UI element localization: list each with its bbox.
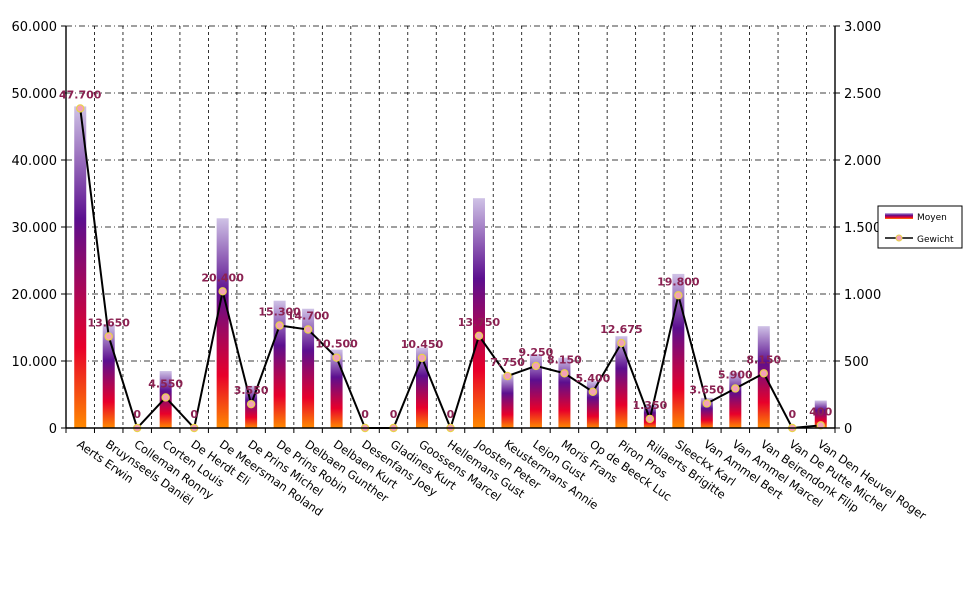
bar-moyen-17 (558, 357, 571, 428)
legend-gewicht-marker (895, 234, 903, 242)
legend-moyen-label: Moyen (917, 213, 947, 223)
right-tick-label-6: 3.000 (844, 20, 881, 35)
right-tick-label-0: 0 (844, 422, 852, 437)
data-label-gewicht-13: 0 (447, 408, 455, 421)
bars (74, 106, 827, 429)
marker-gewicht-3 (161, 393, 170, 402)
legend-gewicht-label: Gewicht (917, 235, 954, 245)
data-label-gewicht-1: 13.650 (87, 316, 130, 329)
marker-gewicht-12 (417, 353, 427, 363)
marker-gewicht-22 (702, 399, 712, 408)
data-label-gewicht-15: 7.750 (490, 356, 525, 369)
left-tick-label-4: 40.000 (12, 154, 58, 169)
data-label-gewicht-14: 13.750 (458, 316, 501, 329)
bar-moyen-14 (472, 198, 485, 428)
data-label-gewicht-11: 0 (390, 408, 398, 421)
legend-moyen-swatch (885, 213, 913, 219)
right-tick-label-2: 1.000 (844, 288, 881, 303)
data-label-gewicht-26: 400 (809, 405, 832, 418)
right-tick-label-5: 2.500 (844, 87, 881, 102)
marker-gewicht-26 (816, 421, 825, 430)
data-label-gewicht-8: 14.700 (287, 310, 330, 323)
left-tick-label-5: 50.000 (12, 87, 58, 102)
left-tick-label-3: 30.000 (12, 221, 58, 236)
data-label-gewicht-4: 0 (190, 408, 198, 421)
marker-gewicht-18 (588, 387, 598, 397)
data-labels: 47.700 13.650 0 4.550 0 20.400 3.550 15.30014.7… (59, 88, 833, 421)
right-axis-ticks: 0 500 1.000 1.500 2.000 2.500 3.000 (835, 20, 881, 437)
bar-moyen-19 (615, 336, 628, 428)
data-label-gewicht-3: 4.550 (148, 377, 183, 390)
data-label-gewicht-2: 0 (133, 408, 141, 421)
marker-gewicht-15 (503, 371, 512, 381)
data-label-gewicht-21: 19.800 (657, 275, 700, 288)
bar-moyen-7 (273, 300, 286, 428)
marker-gewicht-9 (332, 353, 341, 362)
bar-moyen-1 (102, 324, 115, 428)
data-label-gewicht-7: 15.300 (258, 305, 301, 318)
marker-gewicht-17 (560, 369, 569, 378)
bar-moyen-9 (330, 349, 343, 428)
right-tick-label-3: 1.500 (844, 221, 881, 236)
left-tick-label-1: 10.000 (12, 355, 58, 370)
bar-moyen-26 (814, 400, 827, 428)
data-label-gewicht-20: 1.350 (632, 399, 667, 412)
data-label-gewicht-24: 8.150 (746, 353, 781, 366)
data-label-gewicht-17: 8.150 (547, 353, 582, 366)
data-label-gewicht-22: 3.650 (689, 383, 724, 396)
right-tick-label-1: 500 (844, 355, 869, 370)
bar-moyen-16 (529, 354, 542, 428)
marker-gewicht-8 (303, 325, 313, 334)
legend: Moyen Gewicht (877, 205, 963, 249)
bar-moyen-8 (302, 308, 315, 428)
marker-gewicht-24 (759, 369, 768, 378)
data-label-gewicht-0: 47.700 (59, 88, 102, 101)
bar-moyen-5 (216, 218, 229, 428)
left-tick-label-2: 20.000 (12, 288, 58, 303)
marker-gewicht-16 (531, 361, 541, 371)
data-label-gewicht-6: 3.550 (234, 384, 269, 397)
gridlines (66, 25, 835, 428)
data-label-gewicht-10: 0 (361, 408, 369, 421)
data-label-gewicht-25: 0 (788, 408, 796, 421)
marker-gewicht-7 (275, 321, 284, 330)
marker-gewicht-14 (474, 331, 484, 341)
data-label-gewicht-19: 12.675 (600, 323, 642, 336)
data-label-gewicht-23: 5.900 (718, 368, 753, 381)
marker-gewicht-23 (731, 384, 740, 393)
marker-gewicht-21 (674, 291, 683, 300)
data-label-gewicht-16: 9.250 (519, 346, 554, 359)
left-axis-ticks: 0 10.000 20.000 30.000 40.000 50.000 60.000 (12, 20, 66, 437)
bar-moyen-0 (74, 106, 87, 429)
data-label-gewicht-5: 20.400 (201, 271, 244, 284)
data-label-gewicht-18: 5.400 (576, 372, 611, 385)
left-tick-label-6: 60.000 (12, 20, 58, 35)
data-label-gewicht-12: 10.450 (401, 338, 444, 351)
right-tick-label-4: 2.000 (844, 154, 881, 169)
marker-gewicht-20 (645, 414, 655, 424)
marker-gewicht-0 (76, 104, 85, 113)
marker-gewicht-5 (218, 287, 227, 296)
marker-gewicht-19 (617, 338, 626, 348)
marker-gewicht-1 (104, 332, 113, 341)
data-label-gewicht-9: 10.500 (315, 338, 358, 351)
left-tick-label-0: 0 (49, 422, 57, 437)
bar-moyen-15 (501, 374, 514, 428)
marker-gewicht-6 (246, 399, 256, 409)
